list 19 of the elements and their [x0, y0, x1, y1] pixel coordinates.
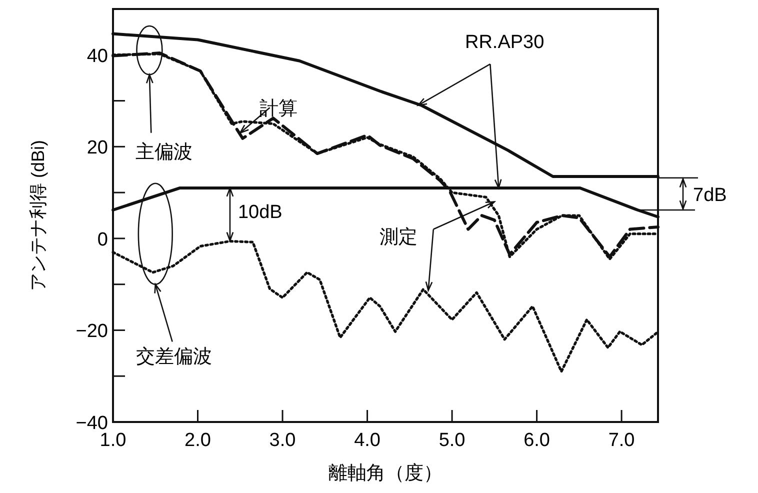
x-tick-label: 2.0: [184, 430, 211, 451]
x-tick-label: 6.0: [524, 430, 550, 451]
x-tick-label: 5.0: [438, 430, 466, 451]
x-tick-label: 7.0: [608, 430, 635, 451]
annotation: 主偏波: [135, 141, 192, 164]
y-tick-label: 0: [97, 229, 108, 250]
annotation: 計算: [259, 98, 298, 120]
y-tick-label: 20: [86, 138, 108, 159]
annotation: RR.AP30: [464, 32, 544, 54]
x-tick-label: 4.0: [354, 430, 380, 451]
annotation: 測定: [380, 226, 418, 248]
annotation: 交差偏波: [136, 345, 212, 368]
annotation: 10dB: [238, 202, 282, 223]
y-tick-label: 40: [86, 46, 108, 67]
x-axis-title: 離軸角（度）: [328, 462, 442, 484]
y-axis-title: アンテナ利得 (dBi): [28, 140, 48, 292]
y-tick-label: −20: [76, 321, 108, 342]
x-tick-label: 3.0: [269, 430, 296, 451]
annotation: 7dB: [693, 184, 727, 206]
